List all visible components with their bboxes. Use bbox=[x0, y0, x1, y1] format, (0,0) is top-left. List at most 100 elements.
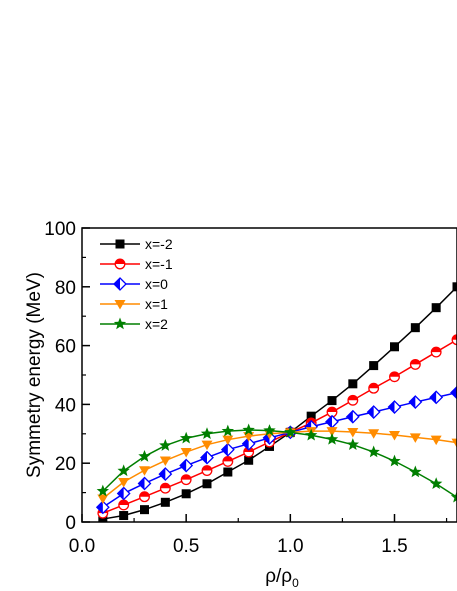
data-point bbox=[202, 479, 212, 489]
series-line bbox=[102, 339, 457, 514]
data-point bbox=[97, 494, 109, 504]
data-point bbox=[304, 428, 318, 441]
legend: x=-2 x=-1 x=0 x=1 x=2 bbox=[100, 236, 173, 332]
x-tick-label: 0.5 bbox=[173, 536, 199, 557]
data-point bbox=[159, 439, 172, 451]
legend-marker bbox=[115, 239, 125, 249]
data-point bbox=[410, 323, 420, 333]
data-point bbox=[200, 450, 214, 465]
data-point bbox=[201, 440, 213, 451]
x-tick-label: 0.0 bbox=[69, 536, 95, 557]
data-point bbox=[451, 334, 457, 346]
series-line bbox=[102, 430, 457, 500]
series-x=0 bbox=[95, 385, 457, 515]
data-point bbox=[390, 342, 399, 352]
x-axis-title-sub: 0 bbox=[292, 576, 299, 590]
data-point bbox=[181, 489, 191, 499]
data-point bbox=[180, 448, 192, 458]
data-point bbox=[366, 405, 381, 419]
legend-item: x=1 bbox=[100, 296, 168, 312]
data-point bbox=[139, 491, 150, 503]
data-point bbox=[139, 466, 150, 476]
data-point bbox=[409, 358, 421, 370]
data-point bbox=[118, 478, 130, 488]
data-point bbox=[367, 445, 380, 458]
x-tick-label: 1.5 bbox=[381, 536, 407, 557]
x-axis-title-main: ρ/ρ bbox=[265, 566, 292, 587]
data-point bbox=[347, 428, 359, 438]
data-point bbox=[326, 427, 338, 437]
data-point bbox=[348, 379, 358, 389]
data-point bbox=[95, 500, 110, 515]
series-line bbox=[102, 429, 457, 498]
data-point bbox=[450, 490, 457, 503]
data-point bbox=[409, 433, 421, 443]
data-point bbox=[327, 396, 337, 406]
y-tick-label: 0 bbox=[65, 513, 76, 534]
legend-marker bbox=[113, 317, 127, 330]
data-point bbox=[221, 424, 235, 437]
data-point bbox=[160, 497, 170, 507]
legend-item: x=-2 bbox=[100, 236, 173, 252]
legend-label: x=1 bbox=[145, 296, 168, 312]
data-point bbox=[117, 464, 130, 477]
data-point bbox=[284, 425, 297, 438]
legend-marker bbox=[114, 300, 126, 310]
legend-item: x=2 bbox=[100, 316, 168, 332]
data-point bbox=[138, 449, 151, 462]
legend-item: x=-1 bbox=[100, 256, 173, 272]
legend-marker bbox=[114, 258, 126, 270]
legend-marker bbox=[113, 277, 127, 291]
data-point bbox=[325, 432, 339, 445]
data-point bbox=[220, 442, 235, 457]
data-point bbox=[159, 456, 171, 467]
y-tick-label: 100 bbox=[44, 219, 76, 240]
data-point bbox=[201, 465, 213, 477]
data-point bbox=[116, 486, 131, 501]
data-point bbox=[222, 435, 234, 446]
x-axis-title: ρ/ρ0 bbox=[265, 566, 299, 590]
data-point bbox=[140, 505, 149, 515]
data-point bbox=[431, 303, 441, 313]
legend-label: x=-2 bbox=[145, 236, 173, 252]
y-axis-title: Symmetry energy (MeV) bbox=[24, 272, 45, 478]
data-point bbox=[429, 390, 444, 405]
data-point bbox=[222, 455, 234, 467]
data-point bbox=[179, 458, 194, 473]
legend-label: x=-1 bbox=[145, 256, 173, 272]
data-point bbox=[179, 431, 193, 444]
data-point bbox=[346, 438, 360, 450]
data-point bbox=[430, 435, 442, 446]
data-point bbox=[368, 429, 380, 439]
data-point bbox=[388, 454, 401, 467]
data-point bbox=[118, 499, 130, 511]
data-point bbox=[158, 467, 173, 481]
data-point bbox=[223, 467, 233, 477]
data-point bbox=[137, 476, 152, 491]
data-point bbox=[180, 474, 192, 486]
data-point bbox=[345, 409, 360, 424]
y-tick-label: 80 bbox=[55, 278, 76, 299]
series-x=2 bbox=[96, 423, 457, 503]
data-point bbox=[369, 361, 379, 371]
data-point bbox=[387, 400, 402, 414]
data-point bbox=[450, 385, 457, 400]
x-tick-label: 1.0 bbox=[277, 536, 303, 557]
data-point bbox=[200, 427, 214, 440]
data-point bbox=[263, 424, 276, 436]
data-point bbox=[408, 395, 423, 409]
data-point bbox=[451, 438, 457, 449]
data-point bbox=[241, 436, 256, 451]
data-point bbox=[429, 477, 443, 490]
series-x=-1 bbox=[97, 334, 457, 519]
data-point bbox=[159, 482, 171, 494]
legend-label: x=2 bbox=[145, 316, 168, 332]
data-point bbox=[389, 371, 400, 383]
data-point bbox=[430, 346, 442, 358]
data-point bbox=[409, 465, 422, 478]
data-point bbox=[306, 411, 316, 421]
data-point bbox=[242, 423, 255, 436]
legend-item: x=0 bbox=[100, 276, 168, 292]
legend-label: x=0 bbox=[145, 276, 168, 292]
